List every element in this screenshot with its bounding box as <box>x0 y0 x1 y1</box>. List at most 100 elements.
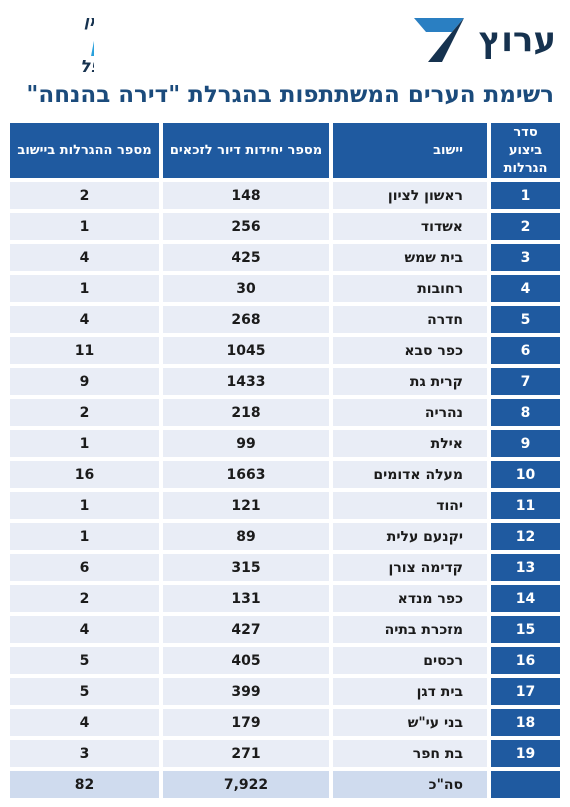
cell-lotteries: 9 <box>10 368 159 395</box>
header-order: סדר ביצוע הגרלות <box>491 123 560 178</box>
cell-lotteries: 4 <box>10 709 159 736</box>
cell-lotteries: 82 <box>10 771 159 798</box>
table-row: 19 בת חפר 271 3 <box>10 740 560 767</box>
table-row: 7 קרית גת 1433 9 <box>10 368 560 395</box>
table-row: 1 ראשון לציון 148 2 <box>10 182 560 209</box>
cell-order: 7 <box>491 368 560 395</box>
cell-city: רחובות <box>333 275 487 302</box>
cell-city: יקנעם עלית <box>333 523 487 550</box>
header-units: מספר יחידות דיור לזכאים <box>163 123 329 178</box>
table-header: סדר ביצוע הגרלות יישוב מספר יחידות דיור … <box>10 123 560 178</box>
cell-units: 1663 <box>163 461 329 488</box>
channel-logo: ערוץ <box>412 14 556 66</box>
cell-order: 1 <box>491 182 560 209</box>
cell-units: 148 <box>163 182 329 209</box>
table-row: 8 נהריה 218 2 <box>10 399 560 426</box>
cell-lotteries: 3 <box>10 740 159 767</box>
cell-order: 4 <box>491 275 560 302</box>
cell-lotteries: 4 <box>10 616 159 643</box>
real-estate-journal-logo: יומן נדל"ן משפל <box>18 8 150 78</box>
cell-city: קדימה צורן <box>333 554 487 581</box>
cell-city: בית דגן <box>333 678 487 705</box>
cell-order: 2 <box>491 213 560 240</box>
cell-lotteries: 11 <box>10 337 159 364</box>
cell-units: 30 <box>163 275 329 302</box>
cell-order: 5 <box>491 306 560 333</box>
cell-city: כפר מנדא <box>333 585 487 612</box>
cell-lotteries: 2 <box>10 399 159 426</box>
cell-city: יהוד <box>333 492 487 519</box>
cell-order: 16 <box>491 647 560 674</box>
cell-order: 12 <box>491 523 560 550</box>
cell-units: 218 <box>163 399 329 426</box>
cell-city: בת חפר <box>333 740 487 767</box>
cell-city: בני עי"ש <box>333 709 487 736</box>
cell-lotteries: 1 <box>10 430 159 457</box>
cell-city: סה"כ <box>333 771 487 798</box>
cell-city: רכסים <box>333 647 487 674</box>
cell-order: 3 <box>491 244 560 271</box>
cell-units: 1045 <box>163 337 329 364</box>
cell-lotteries: 16 <box>10 461 159 488</box>
cell-lotteries: 1 <box>10 213 159 240</box>
cell-lotteries: 2 <box>10 585 159 612</box>
table-row: 16 רכסים 405 5 <box>10 647 560 674</box>
table-row: 2 אשדוד 256 1 <box>10 213 560 240</box>
cell-lotteries: 4 <box>10 306 159 333</box>
cell-city: קרית גת <box>333 368 487 395</box>
table-row: 10 מעלה אדומים 1663 16 <box>10 461 560 488</box>
header-city: יישוב <box>333 123 487 178</box>
page-title: רשימת הערים המשתתפות בהגרלת "דירה בהנחה" <box>26 82 554 108</box>
journal-logo-icon: יומן נדל"ן משפל <box>80 12 150 77</box>
cell-lotteries: 1 <box>10 275 159 302</box>
cell-units: 399 <box>163 678 329 705</box>
cell-lotteries: 2 <box>10 182 159 209</box>
channel-brand-name: ערוץ <box>478 20 556 60</box>
cell-lotteries: 1 <box>10 492 159 519</box>
table-row: 6 כפר סבא 1045 11 <box>10 337 560 364</box>
cell-city: חדרה <box>333 306 487 333</box>
cell-order: 8 <box>491 399 560 426</box>
header-lotteries: מספר ההגרלות ביישוב <box>10 123 159 178</box>
logo-line-3: משפל <box>80 57 94 77</box>
logo-line-2: נדל"ן <box>90 28 94 56</box>
cell-order: 19 <box>491 740 560 767</box>
cell-units: 179 <box>163 709 329 736</box>
cell-city: מזכרת בתיה <box>333 616 487 643</box>
cell-order: 13 <box>491 554 560 581</box>
cell-lotteries: 4 <box>10 244 159 271</box>
table-row: 3 בית שמש 425 4 <box>10 244 560 271</box>
cell-lotteries: 5 <box>10 678 159 705</box>
table-row: 13 קדימה צורן 315 6 <box>10 554 560 581</box>
table-total-row: סה"כ 7,922 82 <box>10 771 560 798</box>
cell-city: מעלה אדומים <box>333 461 487 488</box>
cell-units: 268 <box>163 306 329 333</box>
table-row: 11 יהוד 121 1 <box>10 492 560 519</box>
table-row: 5 חדרה 268 4 <box>10 306 560 333</box>
cell-city: אילת <box>333 430 487 457</box>
lottery-cities-table: סדר ביצוע הגרלות יישוב מספר יחידות דיור … <box>10 123 560 802</box>
cell-order: 15 <box>491 616 560 643</box>
cell-order: 18 <box>491 709 560 736</box>
cell-order: 17 <box>491 678 560 705</box>
cell-city: אשדוד <box>333 213 487 240</box>
table-row: 15 מזכרת בתיה 427 4 <box>10 616 560 643</box>
cell-lotteries: 1 <box>10 523 159 550</box>
table-row: 14 כפר מנדא 131 2 <box>10 585 560 612</box>
table-row: 12 יקנעם עלית 89 1 <box>10 523 560 550</box>
table-row: 18 בני עי"ש 179 4 <box>10 709 560 736</box>
cell-order: 9 <box>491 430 560 457</box>
cell-units: 1433 <box>163 368 329 395</box>
cell-city: בית שמש <box>333 244 487 271</box>
cell-lotteries: 6 <box>10 554 159 581</box>
cell-units: 256 <box>163 213 329 240</box>
table-body: 1 ראשון לציון 148 2 2 אשדוד 256 1 3 בית שמש 425 4 4 ר… <box>10 182 560 798</box>
cell-units: 271 <box>163 740 329 767</box>
cell-city: כפר סבא <box>333 337 487 364</box>
cell-lotteries: 5 <box>10 647 159 674</box>
table-row: 17 בית דגן 399 5 <box>10 678 560 705</box>
cell-city: נהריה <box>333 399 487 426</box>
cell-units: 427 <box>163 616 329 643</box>
cell-city: ראשון לציון <box>333 182 487 209</box>
cell-units: 99 <box>163 430 329 457</box>
